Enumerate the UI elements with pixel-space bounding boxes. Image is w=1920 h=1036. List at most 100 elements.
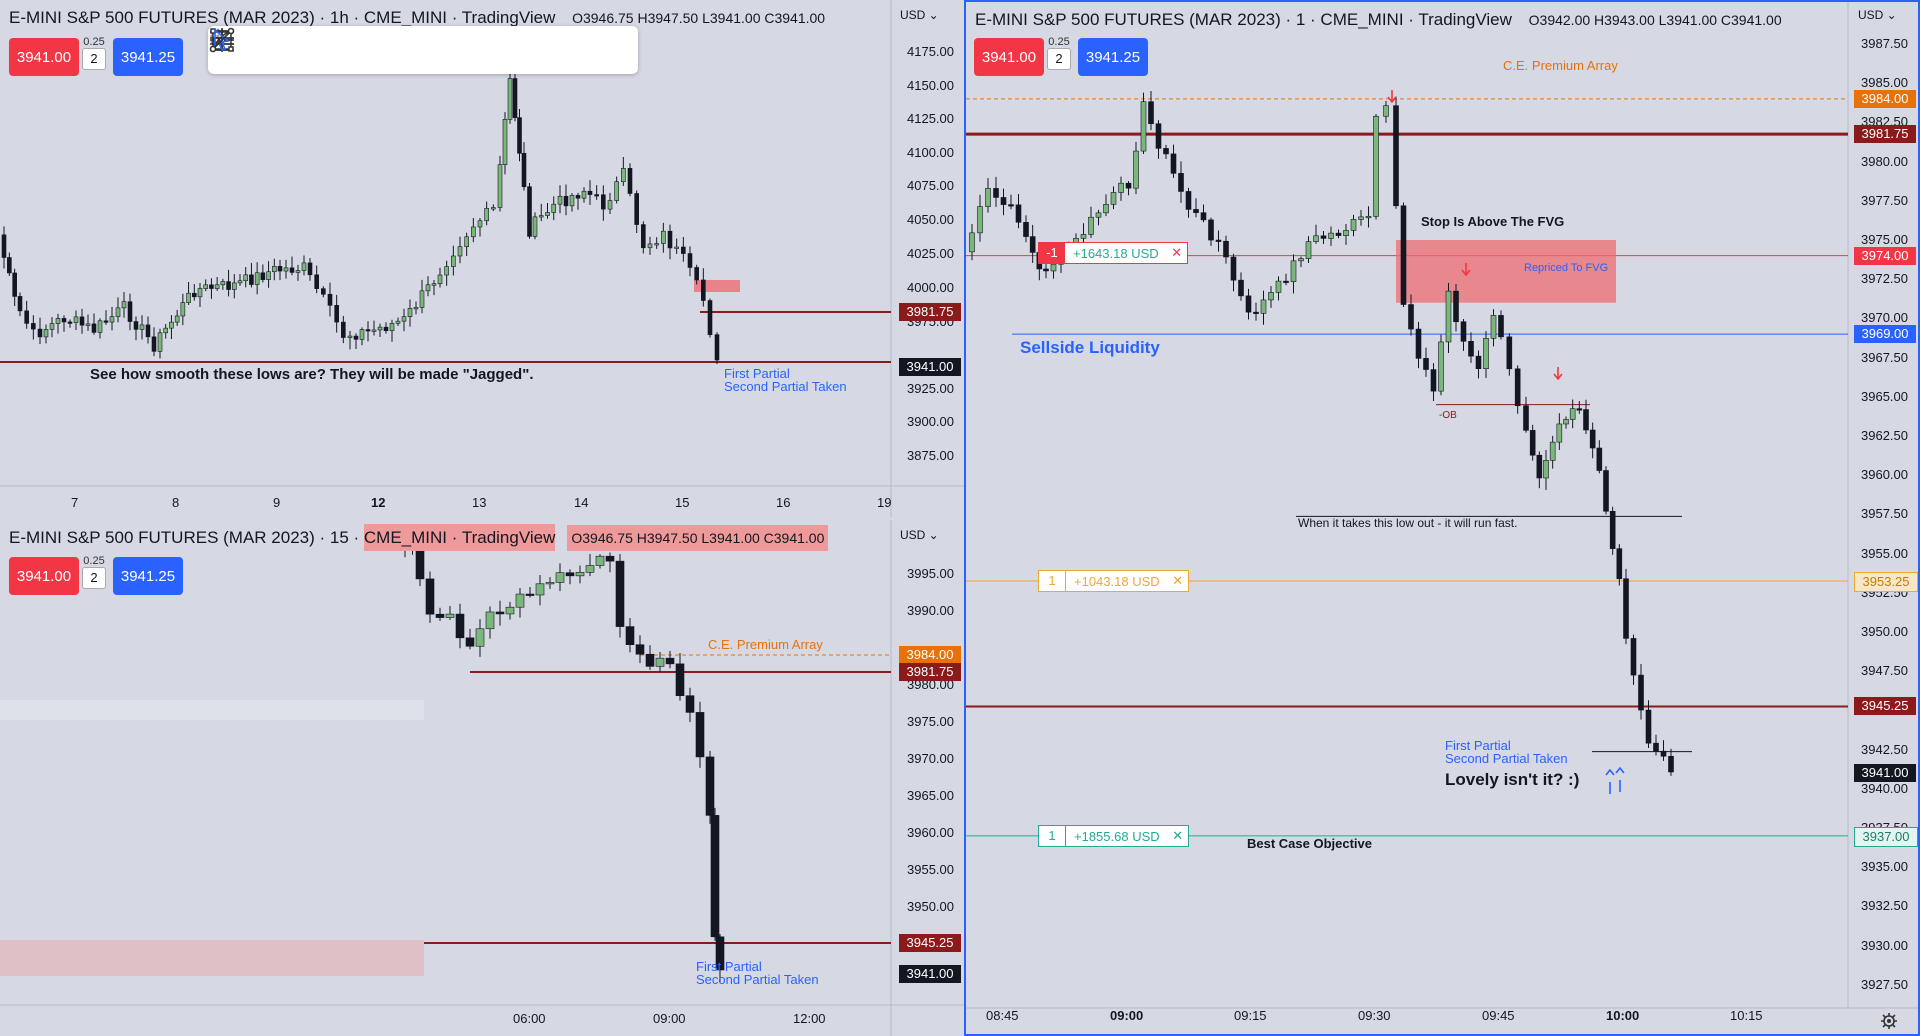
annotation-second-partial[interactable]: Second Partial Taken [696, 972, 819, 987]
cursor-icon[interactable] [214, 28, 595, 65]
price-axis[interactable]: 3987.50 3985.00 3982.50 3980.00 3977.50 3975.… [1848, 2, 1918, 1008]
candle-body [1320, 235, 1327, 239]
chart-1m-canvas[interactable] [966, 2, 1918, 1034]
chart-pane-15m[interactable]: E-MINI S&P 500 FUTURES (MAR 2023) · 15 ·… [0, 520, 964, 1036]
sell-button[interactable]: 3941.00 [974, 38, 1044, 76]
currency-selector[interactable]: USD ⌄ [1858, 8, 1897, 22]
settings-gear-icon[interactable] [1880, 1012, 1898, 1030]
candle-body [1453, 290, 1459, 323]
buy-button[interactable]: 3941.25 [113, 557, 183, 595]
candle-body [1328, 232, 1334, 239]
candle-body [249, 274, 254, 285]
text-tool-icon[interactable] [214, 30, 508, 65]
candle-body [109, 316, 115, 323]
annotation-lovely[interactable]: Lovely isn't it? :) [1445, 770, 1580, 789]
sell-button[interactable]: 3941.00 [9, 38, 79, 76]
time-axis[interactable]: 06:00 09:00 12:00 [0, 1011, 892, 1036]
price-axis[interactable]: 3995.00 3990.00 3980.00 3975.00 3970.00 … [891, 520, 964, 1036]
cancel-order-icon[interactable]: ✕ [1172, 573, 1184, 588]
candle-body [301, 262, 307, 271]
currency-selector[interactable]: USD ⌄ [900, 528, 939, 542]
candle-body [145, 324, 151, 338]
chart-pane-1h[interactable]: E-MINI S&P 500 FUTURES (MAR 2023) · 1h ·… [0, 0, 964, 517]
qty-widget[interactable]: 0.25 2 [82, 36, 106, 70]
annotation-second-partial[interactable]: Second Partial Taken [1445, 751, 1568, 766]
tick-size: 0.25 [83, 36, 105, 48]
y-tick: 3970.00 [907, 751, 954, 766]
candle-body [271, 266, 277, 273]
candle-body [91, 323, 97, 333]
annotation-stop-above-fvg[interactable]: Stop Is Above The FVG [1421, 214, 1565, 229]
candle-body [621, 168, 626, 183]
price-label: 3969.00 [1854, 325, 1916, 344]
position-line-short[interactable]: -1 +1643.18 USD ✕ [1038, 242, 1188, 264]
sell-button[interactable]: 3941.00 [9, 557, 79, 595]
candle-body [1603, 470, 1609, 512]
candle-body [277, 266, 283, 272]
candle-body [214, 284, 220, 289]
price-label: 3953.25 [1854, 572, 1918, 593]
annotation-first-partial[interactable]: First Partial [1445, 738, 1511, 753]
candle-body [1015, 204, 1022, 223]
price-label-3945-25: 3945.25 [899, 934, 961, 952]
annotation-smooth-lows[interactable]: See how smooth these lows are? They will… [90, 366, 534, 383]
currency-label: USD [1858, 8, 1884, 22]
x-tick: 10:15 [1730, 1008, 1763, 1023]
candle-body [1238, 279, 1244, 297]
order-line-target-2[interactable]: 1 +1855.68 USD ✕ [1038, 825, 1189, 847]
annotation-best-case[interactable]: Best Case Objective [1247, 836, 1373, 851]
candle-body [1253, 311, 1259, 314]
currency-selector[interactable]: USD ⌄ [900, 8, 939, 22]
chart-15m-title: E-MINI S&P 500 FUTURES (MAR 2023) · 15 · [9, 528, 364, 547]
candle-body [133, 321, 139, 330]
rectangle-icon[interactable] [210, 28, 551, 65]
horizontal-ray-icon[interactable] [210, 35, 333, 65]
annotation-sellside-liquidity[interactable]: Sellside Liquidity [1020, 338, 1160, 357]
qty-widget[interactable]: 0.25 2 [82, 555, 106, 589]
candle-body [575, 572, 585, 577]
qty-input[interactable]: 2 [1047, 48, 1071, 70]
y-tick: 4150.00 [907, 78, 954, 93]
annotation-ob[interactable]: -OB [1439, 410, 1457, 421]
annotation-first-partial[interactable]: First Partial [724, 366, 790, 381]
chart-pane-1m[interactable]: E-MINI S&P 500 FUTURES (MAR 2023) · 1 · … [964, 0, 1920, 1036]
annotation-first-partial[interactable]: First Partial [696, 959, 762, 974]
annotation-ce-premium[interactable]: C.E. Premium Array [708, 637, 823, 652]
candle-body [993, 188, 999, 198]
time-axis[interactable]: 7 8 9 12 13 14 15 16 19 [0, 495, 892, 517]
candle-body [180, 302, 186, 317]
y-tick: 3932.50 [1861, 898, 1908, 914]
candle-body [607, 200, 613, 210]
chart-1h-canvas[interactable] [0, 0, 964, 517]
annotation-ce-premium[interactable]: C.E. Premium Array [1503, 58, 1618, 73]
trend-line-icon[interactable] [209, 27, 638, 65]
price-label-last: 3941.00 [899, 358, 961, 376]
annotation-second-partial[interactable]: Second Partial Taken [724, 379, 847, 394]
candle-body [425, 578, 435, 615]
qty-widget[interactable]: 0.25 2 [1047, 36, 1071, 70]
y-tick: 3962.50 [1861, 428, 1908, 443]
vertical-line-icon[interactable] [218, 28, 377, 65]
cancel-order-icon[interactable]: ✕ [1172, 828, 1184, 843]
parallel-channel-icon[interactable] [210, 31, 420, 65]
candle-body [24, 310, 29, 324]
close-position-icon[interactable]: ✕ [1171, 245, 1183, 260]
candle-body [687, 253, 693, 268]
buy-button[interactable]: 3941.25 [1078, 38, 1148, 76]
annotation-repriced-fvg[interactable]: Repriced To FVG [1524, 262, 1609, 274]
buy-button[interactable]: 3941.25 [113, 38, 183, 76]
qty-input[interactable]: 2 [82, 48, 106, 70]
crosshair-icon[interactable] [211, 29, 290, 65]
candle-body [532, 216, 538, 237]
chart-15m-canvas[interactable] [0, 520, 964, 1036]
candle-body [594, 194, 599, 197]
fib-retracement-icon[interactable] [211, 29, 464, 65]
price-axis[interactable]: 4175.00 4150.00 4125.00 4100.00 4075.00 … [891, 0, 964, 517]
qty-input[interactable]: 2 [82, 567, 106, 589]
y-tick: 3960.00 [1861, 467, 1908, 483]
candle-body [635, 644, 645, 655]
annotation-low-taken[interactable]: When it takes this low out - it will run… [1298, 516, 1518, 530]
time-axis[interactable]: 08:45 09:00 09:15 09:30 09:45 10:00 10:1… [966, 1008, 1848, 1034]
candle-body [1583, 409, 1589, 431]
order-line-target-1[interactable]: 1 +1043.18 USD ✕ [1038, 570, 1189, 592]
